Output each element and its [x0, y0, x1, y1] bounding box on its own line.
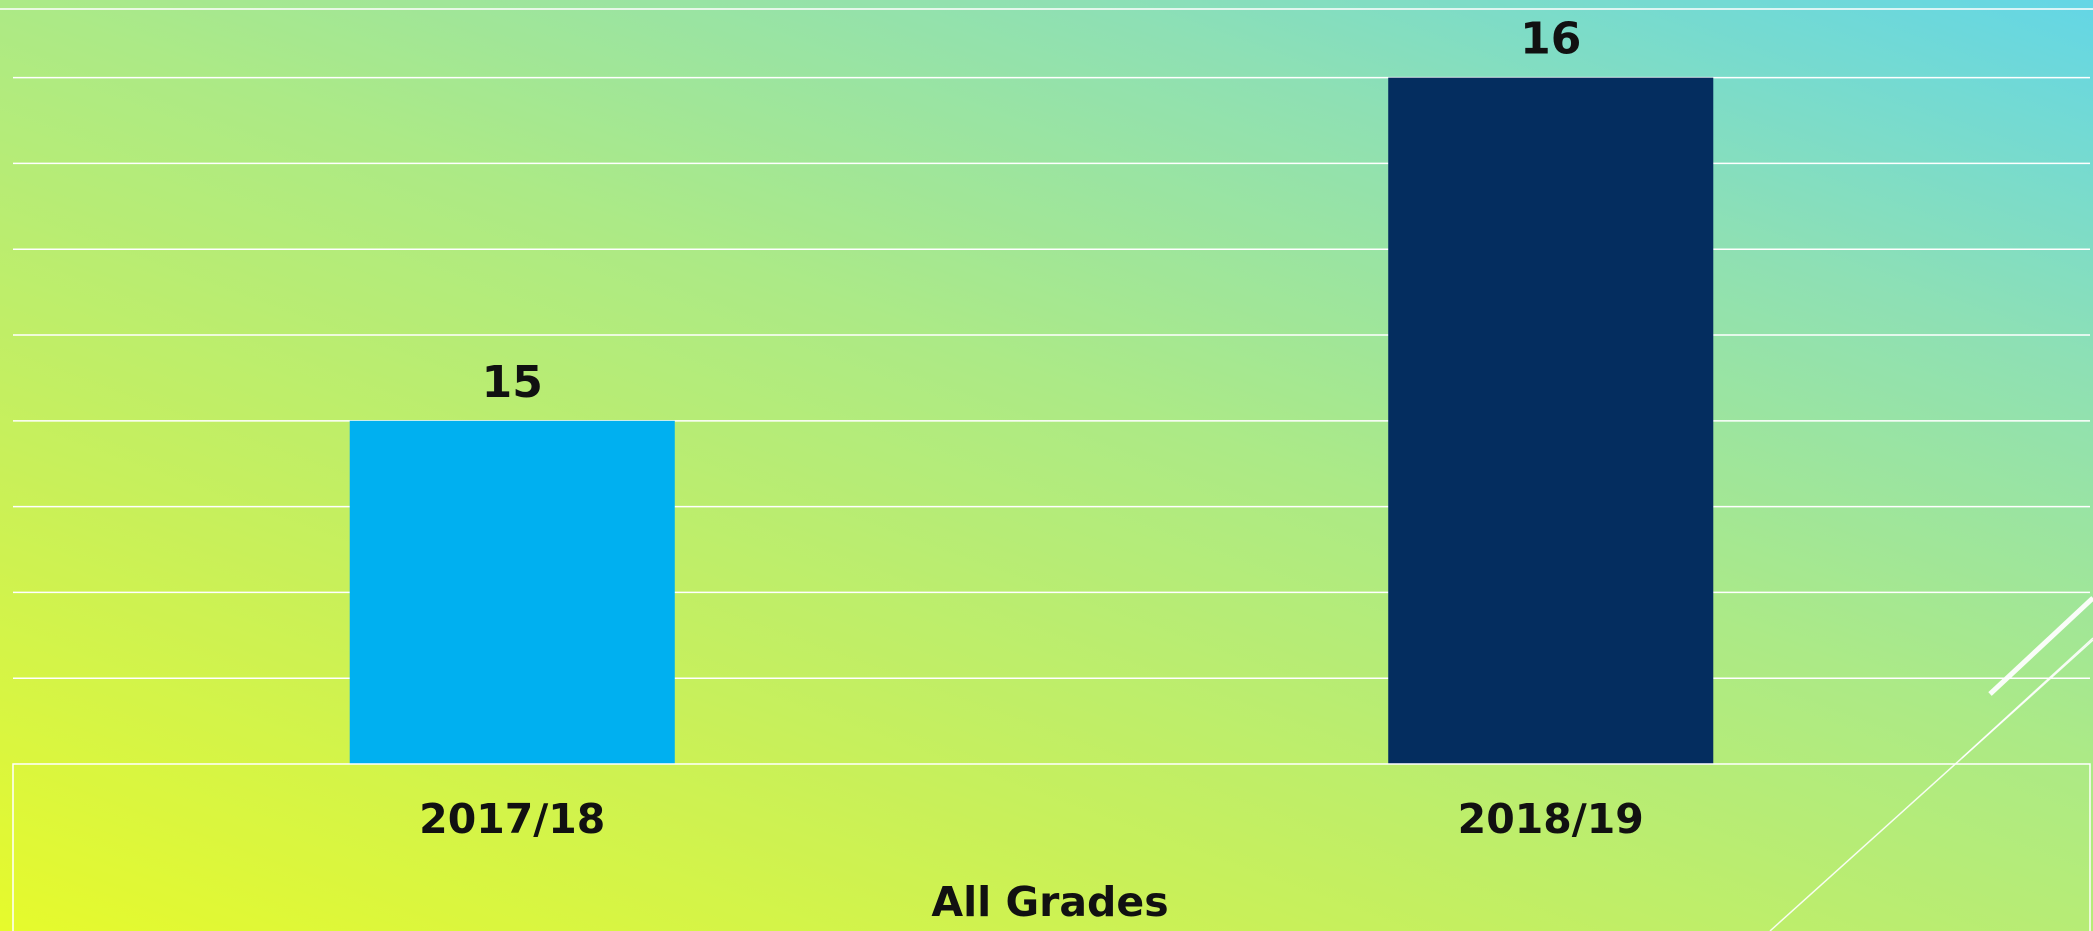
decorative-lines — [1769, 596, 2093, 931]
data-label-1: 15 — [482, 357, 543, 408]
bar-2 — [1388, 77, 1714, 765]
bar-1 — [349, 420, 675, 764]
category-axis: All Grades 2017/18 2018/19 — [12, 763, 2091, 931]
category-label-2: 2018/19 — [1458, 795, 1644, 843]
category-label-1: 2017/18 — [419, 795, 605, 843]
data-label-2: 16 — [1520, 14, 1581, 65]
gridlines — [0, 8, 2093, 679]
category-group-label: All Grades — [931, 878, 1168, 926]
category-axis-box — [12, 763, 2091, 931]
bars — [349, 77, 1714, 765]
